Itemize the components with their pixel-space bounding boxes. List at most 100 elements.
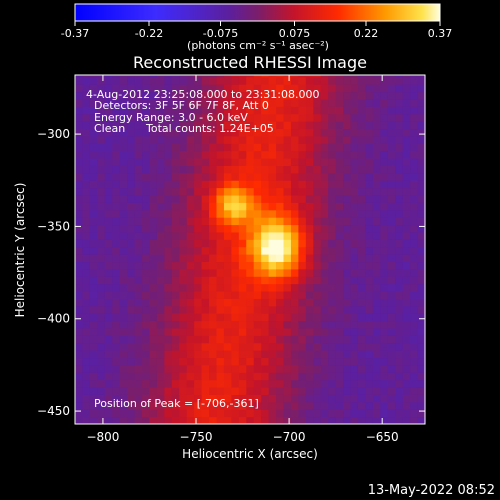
heatmap-cell [186, 91, 195, 100]
heatmap-cell [380, 135, 389, 144]
heatmap-cell [156, 91, 165, 100]
heatmap-cell [112, 357, 121, 366]
heatmap-cell [156, 401, 165, 410]
heatmap-cell [402, 342, 411, 351]
heatmap-cell [290, 113, 299, 122]
heatmap-cell [179, 231, 188, 240]
heatmap-cell [395, 195, 404, 203]
heatmap-cell [201, 254, 210, 263]
heatmap-cell [142, 291, 150, 299]
heatmap-cell [261, 84, 270, 93]
heatmap-cell [357, 195, 366, 203]
heatmap-cell [194, 150, 203, 159]
heatmap-cell [238, 99, 247, 107]
heatmap-cell [276, 99, 285, 107]
heatmap-cell [320, 261, 329, 270]
heatmap-cell [380, 276, 389, 285]
heatmap-cell [261, 261, 270, 270]
heatmap-cell [82, 143, 91, 152]
heatmap-cell [156, 75, 165, 78]
heatmap-cell [283, 350, 292, 359]
heatmap-cell [194, 409, 203, 418]
heatmap-cell [142, 276, 150, 285]
heatmap-cell [320, 231, 329, 240]
heatmap-cell [104, 364, 113, 373]
heatmap-cell [298, 357, 307, 366]
heatmap-cell [142, 143, 150, 152]
heatmap-cell [395, 224, 404, 233]
heatmap-cell [380, 150, 389, 159]
heatmap-cell [372, 99, 381, 107]
heatmap-cell [142, 261, 150, 270]
heatmap-cell [283, 195, 292, 203]
heatmap-cell [357, 106, 366, 115]
heatmap-cell [417, 283, 425, 292]
heatmap-cell [402, 409, 411, 418]
heatmap-cell [343, 394, 352, 403]
heatmap-cell [142, 84, 150, 93]
heatmap-cell [387, 246, 396, 255]
heatmap-cell [268, 187, 277, 196]
heatmap-cell [216, 158, 225, 166]
heatmap-cell [305, 416, 314, 424]
heatmap-cell [335, 231, 344, 240]
heatmap-cell [209, 320, 217, 329]
heatmap-cell [305, 291, 314, 299]
y-axis-ticks: −300−350−400−450 [37, 127, 425, 418]
heatmap-cell [246, 239, 255, 248]
heatmap-cell [209, 416, 217, 424]
heatmap-cell [410, 239, 419, 248]
heatmap-cell [231, 276, 240, 285]
heatmap-cell [350, 394, 359, 403]
heatmap-cell [387, 217, 396, 226]
heatmap-cell [186, 357, 195, 366]
heatmap-cell [380, 298, 389, 307]
heatmap-cell [164, 291, 173, 299]
heatmap-cell [380, 113, 389, 122]
heatmap-cell [328, 135, 337, 144]
heatmap-cell [320, 75, 329, 78]
heatmap-cell [223, 84, 232, 93]
heatmap-cell [343, 135, 352, 144]
heatmap-cell [201, 372, 210, 381]
heatmap-cell [313, 135, 322, 144]
heatmap-cell [186, 239, 195, 248]
heatmap-cell [395, 165, 404, 174]
heatmap-cell [350, 342, 359, 351]
heatmap-cell [343, 84, 352, 93]
heatmap-cell [365, 84, 374, 93]
heatmap-cell [209, 76, 217, 85]
heatmap-cell [276, 202, 285, 211]
heatmap-cell [268, 84, 277, 93]
heatmap-cell [186, 143, 195, 152]
heatmap-cell [365, 76, 374, 85]
heatmap-cell [209, 254, 217, 263]
heatmap-cell [387, 305, 396, 314]
heatmap-cell [171, 268, 180, 277]
heatmap-cell [75, 231, 83, 240]
heatmap-cell [380, 106, 389, 115]
heatmap-cell [305, 187, 314, 196]
colorbar-tick-label: -0.22 [135, 27, 163, 40]
heatmap-cell [82, 276, 91, 285]
heatmap-cell [156, 335, 165, 344]
heatmap-cell [194, 106, 203, 115]
heatmap-cell [417, 75, 425, 78]
heatmap-cell [104, 195, 113, 203]
heatmap-cell [209, 394, 217, 403]
heatmap-cell [179, 106, 188, 115]
heatmap-cell [149, 128, 158, 137]
heatmap-cell [238, 158, 247, 166]
heatmap-cell [283, 291, 292, 299]
heatmap-cell [223, 121, 232, 130]
heatmap-cell [171, 261, 180, 270]
heatmap-cell [328, 76, 337, 85]
heatmap-cell [104, 150, 113, 159]
heatmap-cell [305, 364, 314, 373]
heatmap-cell [253, 75, 262, 78]
heatmap-cell [417, 91, 425, 100]
heatmap-cell [357, 128, 366, 137]
heatmap-cell [357, 342, 366, 351]
heatmap-cell [246, 372, 255, 381]
heatmap-cell [112, 172, 121, 181]
